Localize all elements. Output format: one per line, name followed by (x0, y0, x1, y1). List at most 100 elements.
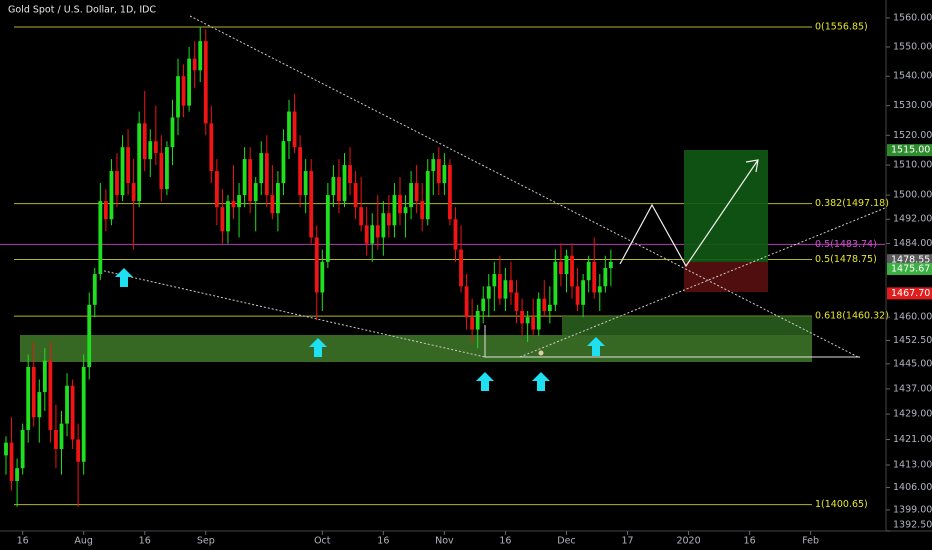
candle-body (126, 147, 130, 184)
y-tick-label: 1550.00 (893, 41, 932, 52)
candle-body (203, 41, 208, 124)
candle-body (425, 171, 430, 220)
projection-head (745, 159, 759, 173)
candle-body (608, 261, 613, 268)
candle-body (331, 177, 336, 196)
candle-body (503, 280, 508, 299)
candle-body (214, 171, 219, 208)
y-tick-label: 1445.00 (893, 358, 932, 369)
candle-body (486, 286, 491, 299)
candle-body (303, 171, 308, 196)
candle-body (520, 310, 524, 324)
candle-body (170, 117, 175, 148)
candle-body (564, 255, 569, 275)
x-tick-label: 16 (139, 536, 151, 547)
y-tick-label: 1530.00 (893, 100, 932, 111)
candle-body (281, 141, 286, 184)
stop-box (684, 262, 768, 292)
candle-body (342, 165, 347, 202)
candle-body (436, 159, 441, 184)
candle-body (375, 225, 380, 238)
price-badge-label: 1475.67 (891, 263, 930, 274)
x-tick-label: Dec (557, 536, 575, 547)
up-arrow (532, 372, 550, 391)
candle-body (287, 111, 291, 142)
candle-body (531, 317, 536, 330)
candle-body (542, 298, 547, 311)
candle-body (403, 207, 408, 214)
candle-body (65, 385, 69, 424)
candle-body (31, 366, 36, 418)
up-arrow (476, 372, 494, 391)
candle-body (448, 165, 452, 220)
candle-body (497, 274, 502, 299)
x-tick-label: Nov (435, 536, 454, 547)
candle-body (381, 213, 386, 238)
x-tick-label: 2020 (676, 536, 700, 547)
candle-body (54, 429, 58, 450)
price-badge-label: 1478.55 (891, 255, 930, 266)
y-tick-label: 1452.50 (893, 335, 932, 346)
candle-body (159, 153, 164, 190)
y-tick-label: 1500.00 (893, 190, 932, 201)
candle-body (525, 317, 530, 324)
candle-body (348, 165, 352, 184)
candle-body (237, 195, 241, 208)
x-tick-label: 16 (499, 536, 511, 547)
candle-body (153, 141, 158, 154)
candle-body (220, 207, 225, 232)
y-tick-label: 1429.00 (893, 409, 932, 420)
candle-body (453, 219, 458, 250)
candle-body (148, 141, 153, 160)
trendline (519, 207, 886, 358)
candle-body (253, 183, 258, 202)
candle-body (81, 366, 86, 462)
candle-body (42, 360, 47, 393)
candle-body (547, 304, 552, 311)
candle-body (264, 153, 269, 196)
y-tick-label: 1406.00 (893, 482, 932, 493)
candle-body (70, 385, 75, 440)
candle-body (514, 292, 519, 311)
candle-body (509, 280, 513, 293)
candle-body (492, 274, 497, 287)
candle-body (226, 201, 230, 232)
candle-body (9, 442, 14, 481)
price-badge (887, 144, 932, 157)
candle-body (570, 255, 574, 287)
y-tick-label: 1392.50 (893, 520, 932, 531)
candle-body (353, 183, 358, 208)
candle-body (15, 468, 19, 481)
y-tick-label: 1399.00 (893, 504, 932, 515)
candle-body (553, 261, 558, 305)
axis-labels: 1560.00 1550.00 1540.00 1530.00 1520.00 1510.… (17, 12, 932, 547)
y-tick-label: 1413.00 (893, 459, 932, 470)
candle-body (165, 147, 169, 190)
candle-body (586, 261, 591, 281)
candle-body (242, 159, 247, 196)
candle-body (420, 201, 425, 220)
x-tick-label: 17 (621, 536, 633, 547)
price-badge-label: 1515.00 (891, 145, 930, 156)
candle-body (103, 201, 108, 220)
level-label: 0(1556.85) (815, 22, 868, 33)
y-tick-label: 1421.00 (893, 434, 932, 445)
candle-body (320, 261, 325, 293)
marker-dot (538, 350, 544, 356)
candle-body (581, 280, 586, 305)
candles (4, 26, 613, 507)
candle-body (597, 286, 602, 293)
candle-body (536, 298, 541, 330)
candle-body (231, 201, 236, 208)
candle-body (209, 123, 214, 172)
candle-body (4, 442, 8, 456)
y-tick-label: 1492.00 (893, 214, 932, 225)
target-box (684, 150, 768, 262)
candle-body (325, 195, 330, 262)
up-arrow (587, 337, 605, 356)
candle-body (187, 58, 192, 106)
candle-body (87, 304, 92, 367)
candle-body (409, 183, 413, 208)
candle-body (92, 274, 97, 305)
